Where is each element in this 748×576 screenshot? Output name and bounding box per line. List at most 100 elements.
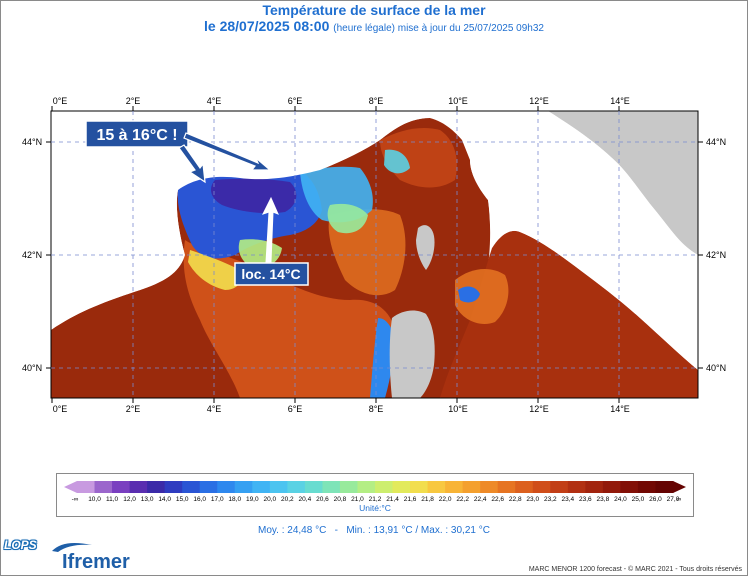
- ifremer-wave-icon: [52, 543, 92, 552]
- legend-tick-label: 22,4: [474, 496, 487, 503]
- legend-swatch: [269, 481, 288, 493]
- tyrrhenian-orange: [455, 268, 509, 325]
- cold-core: [210, 178, 297, 214]
- legend-tick-label: 26,0: [649, 496, 662, 503]
- lat-label-right: 44°N: [706, 137, 726, 147]
- legend-tick-label: 27,0: [667, 496, 680, 503]
- legend-swatch: [217, 481, 236, 493]
- legend-swatch: [602, 481, 621, 493]
- legend-tick-label: 23,8: [597, 496, 610, 503]
- legend-tick-label: 24,0: [614, 496, 627, 503]
- legend-swatch: [515, 481, 534, 493]
- legend-unit: Unité:°C: [359, 503, 391, 513]
- legend-tick-label: 15,0: [176, 496, 189, 503]
- legend-tick-label: 17,0: [211, 496, 224, 503]
- legend-swatch: [532, 481, 551, 493]
- copyright-text: MARC MENOR 1200 forecast - © MARC 2021 -…: [528, 566, 742, 573]
- annotation-cold-text: loc. 14°C: [241, 266, 300, 282]
- arrow-icon: [183, 132, 272, 171]
- legend-tick-label: 23,6: [579, 496, 592, 503]
- legend-tick-label: 10,0: [88, 496, 101, 503]
- legend-swatch: [182, 481, 201, 493]
- legend-swatch: [427, 481, 446, 493]
- legend-swatch: [480, 481, 499, 493]
- sardinia: [389, 310, 435, 398]
- legend-swatch: [392, 481, 411, 493]
- cool-green: [327, 203, 368, 234]
- map-subtitle: le 28/07/2025 08:00 (heure légale) mise …: [0, 18, 748, 34]
- legend-tick-label: 22,6: [491, 496, 504, 503]
- lon-label-bottom: 14°E: [610, 404, 630, 414]
- lon-label-bottom: 4°E: [207, 404, 222, 414]
- lon-label: 10°E: [448, 96, 468, 106]
- lon-label: 12°E: [529, 96, 549, 106]
- legend-swatch: [497, 481, 516, 493]
- east-coast-land: [470, 111, 698, 370]
- lon-label: 2°E: [126, 96, 141, 106]
- italy-land: [548, 111, 698, 255]
- lon-label-bottom: 8°E: [369, 404, 384, 414]
- legend-tick-label: 19,0: [246, 496, 259, 503]
- lat-label: 40°N: [22, 363, 42, 373]
- lon-label-bottom: 12°E: [529, 404, 549, 414]
- lon-label: 0°E: [53, 96, 68, 106]
- legend-swatch: [655, 481, 674, 493]
- legend-tick-label: 21,2: [369, 496, 382, 503]
- legend-tick-label: 20,8: [334, 496, 347, 503]
- legend-swatch: [637, 481, 656, 493]
- legend-tick-label: 25,0: [632, 496, 645, 503]
- legend-tick-label: 22,0: [439, 496, 452, 503]
- legend-tick-label: 12,0: [123, 496, 136, 503]
- legend-swatch: [94, 481, 113, 493]
- legend-tick-label: 23,4: [561, 496, 574, 503]
- legend-swatch: [620, 481, 639, 493]
- legend-tick-label: 20,2: [281, 496, 294, 503]
- legend-swatch: [462, 481, 481, 493]
- lops-logo: LOPS: [4, 538, 37, 552]
- lat-label-right: 40°N: [706, 363, 726, 373]
- legend-swatch: [375, 481, 394, 493]
- map-area: [51, 111, 698, 398]
- legend-swatch: [287, 481, 306, 493]
- lon-label-bottom: 10°E: [448, 404, 468, 414]
- legend-tick-label: 20,0: [263, 496, 276, 503]
- lon-label: 14°E: [610, 96, 630, 106]
- legend-tick-label: 22,2: [456, 496, 469, 503]
- annotation-warm: 15 à 16°C !: [85, 120, 272, 184]
- lon-label: 6°E: [288, 96, 303, 106]
- stat-mean: Moy. : 24,48 °C: [258, 525, 327, 536]
- legend-tick-label: 21,8: [421, 496, 434, 503]
- lion-gulf-cyan: [384, 149, 410, 174]
- sea-tyrrhenian: [440, 230, 698, 398]
- color-legend: -∞ 10,0 11,0 12,0 13,0 14,0 15,0 16,0 17,0 18,0 19…: [56, 473, 694, 517]
- stats-line: Moy. : 24,48 °C - Min. : 13,91 °C / Max.…: [0, 525, 748, 536]
- legend-low-arrow: [64, 481, 77, 493]
- cool-yellow: [188, 250, 242, 290]
- legend-swatch: [77, 481, 96, 493]
- arrow-icon: [178, 144, 206, 184]
- annotation-cold: loc. 14°C: [234, 196, 309, 286]
- legend-swatch: [410, 481, 429, 493]
- legend-swatch: [357, 481, 376, 493]
- legend-swatch: [567, 481, 586, 493]
- legend-tick-label: 11,0: [106, 496, 119, 503]
- legend-tick-label: 22,8: [509, 496, 522, 503]
- legend-tick-label: 20,4: [299, 496, 312, 503]
- legend-tick-label: 21,6: [404, 496, 417, 503]
- tyrrhenian-cold-eddy: [458, 286, 480, 303]
- legend-swatch: [252, 481, 271, 493]
- legend-swatch: [112, 481, 131, 493]
- coast-land: [51, 111, 470, 330]
- legend-swatch: [129, 481, 148, 493]
- lon-label-bottom: 6°E: [288, 404, 303, 414]
- lat-label-right: 42°N: [706, 250, 726, 260]
- axis-ticks: [46, 106, 703, 403]
- update-note: (heure légale) mise à jour du 25/07/2025…: [333, 23, 544, 34]
- legend-colorbar: -∞ 10,0 11,0 12,0 13,0 14,0 15,0 16,0 17,0 18,0 19…: [64, 481, 686, 513]
- lat-label: 44°N: [22, 137, 42, 147]
- lon-label-bottom: 2°E: [126, 404, 141, 414]
- legend-swatch: [550, 481, 569, 493]
- legend-tick-label: 21,0: [351, 496, 364, 503]
- stat-separator: -: [334, 525, 338, 536]
